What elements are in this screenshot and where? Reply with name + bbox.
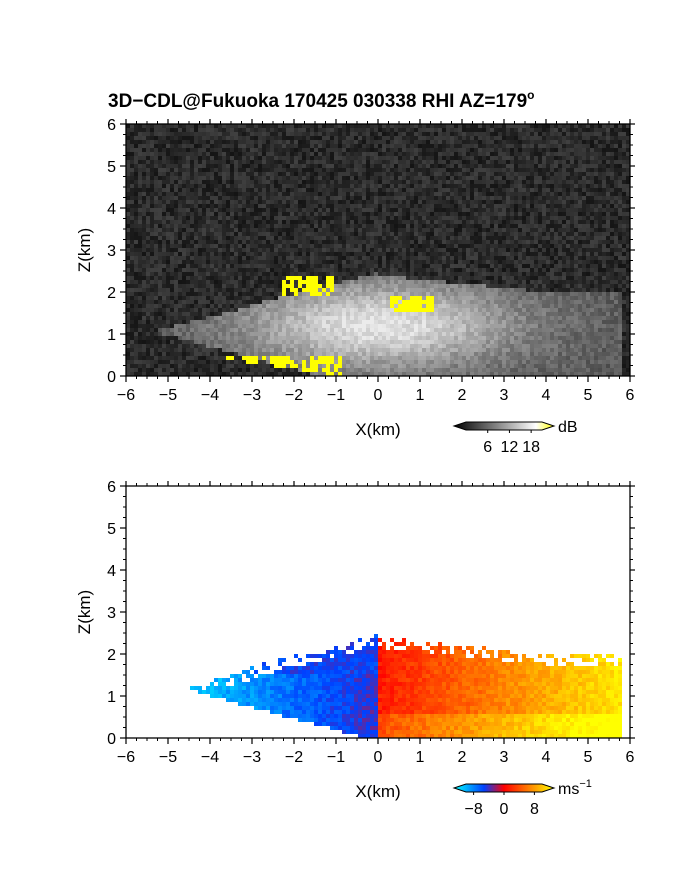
reflectivity-xlabel: X(km) [355, 420, 400, 439]
velocity-xtick-label: −3 [243, 749, 261, 766]
velocity-colorbar: −8 0 8 ms−1 [452, 778, 592, 818]
reflectivity-ytick-label: 6 [107, 117, 116, 134]
reflectivity-xtick-label: 3 [500, 387, 509, 404]
reflectivity-xtick-label: −6 [117, 387, 135, 404]
reflectivity-ytick-label: 5 [107, 159, 116, 176]
reflectivity-colorbar-unit: dB [558, 419, 578, 436]
velocity-colorbar-tick-label: 8 [530, 801, 539, 818]
reflectivity-xtick-label: 5 [584, 387, 593, 404]
velocity-xtick-label: 2 [458, 749, 467, 766]
velocity-ytick-label: 1 [107, 689, 116, 706]
reflectivity-xtick-label: −1 [327, 387, 345, 404]
reflectivity-xtick-label: −5 [159, 387, 177, 404]
velocity-colorbar-tick-label: −8 [464, 801, 482, 818]
reflectivity-xtick-label: 6 [626, 387, 635, 404]
velocity-panel: −6 −5 −4 −3 −2 −1 0 1 2 3 4 5 6 0 1 2 3 4 5 6 X(km) Z(km) −… [75, 479, 635, 818]
velocity-colorbar-unit: ms−1 [558, 778, 592, 798]
velocity-xtick-label: 4 [542, 749, 551, 766]
velocity-xtick-label: −1 [327, 749, 345, 766]
velocity-xtick-label: 5 [584, 749, 593, 766]
velocity-xtick-label: −5 [159, 749, 177, 766]
reflectivity-xtick-label: 0 [374, 387, 383, 404]
reflectivity-colorbar-bar [452, 421, 556, 431]
figure-title: 3D−CDL@Fukuoka 170425 030338 RHI AZ=179o [108, 88, 535, 112]
reflectivity-ytick-label: 3 [107, 243, 116, 260]
reflectivity-xtick-label: 4 [542, 387, 551, 404]
velocity-xlabel: X(km) [355, 782, 400, 801]
velocity-xtick-label: 0 [374, 749, 383, 766]
reflectivity-ytick-label: 1 [107, 327, 116, 344]
reflectivity-colorbar-tick-label: 18 [522, 439, 540, 456]
reflectivity-heatmap [126, 124, 630, 376]
velocity-colorbar-tick-label: 0 [500, 801, 509, 818]
velocity-ytick-label: 0 [107, 731, 116, 748]
velocity-heatmap [190, 634, 622, 738]
velocity-ytick-label: 4 [107, 563, 116, 580]
velocity-ytick-label: 5 [107, 521, 116, 538]
reflectivity-colorbar: 6 12 18 dB [452, 419, 578, 456]
velocity-ylabel: Z(km) [75, 590, 94, 634]
reflectivity-xtick-label: −3 [243, 387, 261, 404]
reflectivity-xtick-label: −4 [201, 387, 219, 404]
velocity-axes: −6 −5 −4 −3 −2 −1 0 1 2 3 4 5 6 0 1 2 3 4 5 6 [107, 479, 635, 766]
reflectivity-colorbar-tick-label: 6 [483, 439, 492, 456]
velocity-xtick-label: −6 [117, 749, 135, 766]
reflectivity-ytick-label: 0 [107, 369, 116, 386]
reflectivity-ytick-label: 4 [107, 201, 116, 218]
reflectivity-axes: −6 −5 −4 −3 −2 −1 0 1 2 3 4 5 6 0 1 2 3 4 5 6 [107, 117, 635, 404]
reflectivity-colorbar-tick-label: 12 [501, 439, 519, 456]
reflectivity-xtick-label: 1 [416, 387, 425, 404]
velocity-xtick-label: 1 [416, 749, 425, 766]
reflectivity-xtick-label: −2 [285, 387, 303, 404]
reflectivity-xtick-label: 2 [458, 387, 467, 404]
velocity-xtick-label: −2 [285, 749, 303, 766]
velocity-xtick-label: 3 [500, 749, 509, 766]
velocity-xtick-label: 6 [626, 749, 635, 766]
reflectivity-ylabel: Z(km) [75, 228, 94, 272]
velocity-ytick-label: 3 [107, 605, 116, 622]
velocity-colorbar-bar [452, 783, 556, 793]
velocity-ytick-label: 2 [107, 647, 116, 664]
velocity-xtick-label: −4 [201, 749, 219, 766]
reflectivity-ytick-label: 2 [107, 285, 116, 302]
velocity-ytick-label: 6 [107, 479, 116, 496]
